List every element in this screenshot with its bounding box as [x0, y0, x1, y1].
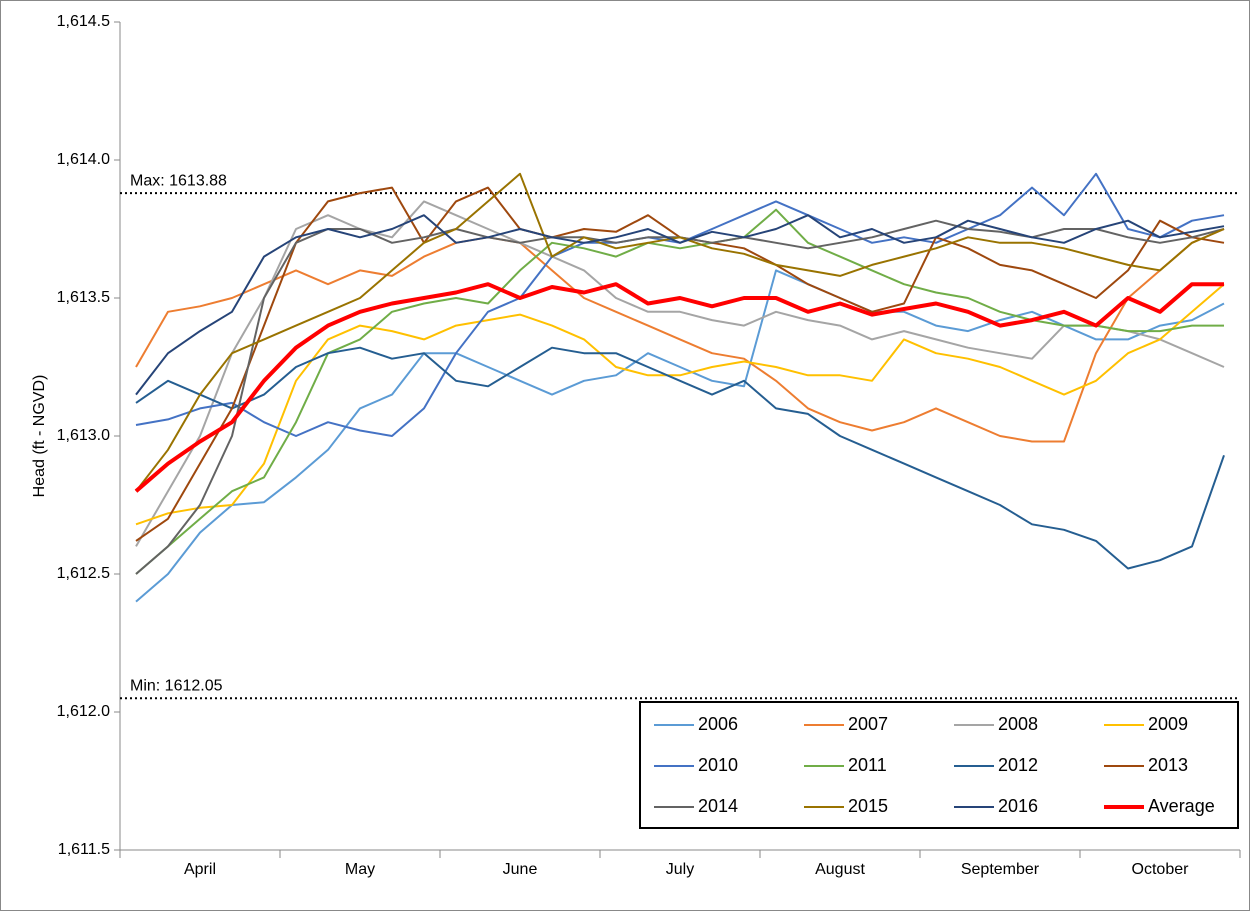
series-line [135, 172, 1225, 492]
y-tick-label: 1,614.5 [57, 13, 110, 30]
legend-label: 2015 [848, 796, 888, 816]
series-line [135, 208, 1224, 575]
legend-label: 2013 [1148, 755, 1188, 775]
legend-label: 2012 [998, 755, 1038, 775]
x-tick-label: October [1132, 861, 1190, 878]
series-line [135, 346, 1225, 570]
x-tick-label: April [184, 861, 216, 878]
x-tick-label: July [666, 861, 694, 878]
legend-label: 2014 [698, 796, 738, 816]
legend-label: 2007 [848, 714, 888, 734]
x-tick-label: August [815, 861, 865, 878]
legend-label: 2008 [998, 714, 1038, 734]
y-tick-label: 1,611.5 [58, 841, 110, 858]
series-line [135, 283, 1225, 526]
reference-label: Min: 1612.05 [130, 677, 223, 694]
x-tick-label: May [345, 861, 375, 878]
series-line [135, 200, 1225, 547]
series-line [135, 228, 1225, 443]
legend-label: 2006 [698, 714, 738, 734]
legend-label: 2009 [1148, 714, 1188, 734]
legend-label: 2016 [998, 796, 1038, 816]
y-tick-label: 1,613.0 [57, 427, 110, 444]
y-tick-label: 1,614.0 [57, 151, 110, 168]
reference-label: Max: 1613.88 [130, 172, 227, 189]
y-tick-label: 1,612.5 [57, 565, 110, 582]
x-tick-label: September [961, 861, 1040, 878]
y-tick-label: 1,612.0 [57, 703, 110, 720]
legend-label: Average [1148, 796, 1215, 816]
legend-label: 2010 [698, 755, 738, 775]
y-tick-label: 1,613.5 [57, 289, 110, 306]
series-line [134, 282, 1224, 493]
series-line [135, 214, 1225, 396]
y-axis-label: Head (ft - NGVD) [31, 375, 48, 498]
legend-label: 2011 [848, 755, 887, 775]
x-tick-label: June [503, 861, 538, 878]
